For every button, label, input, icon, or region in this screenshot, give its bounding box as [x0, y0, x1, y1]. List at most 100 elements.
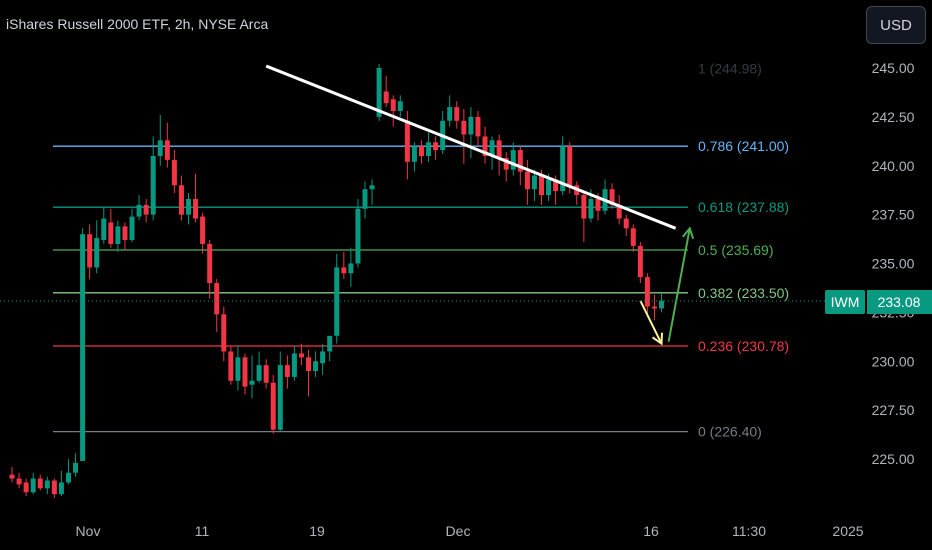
- trendline: [265, 64, 677, 230]
- candle: [510, 142, 516, 176]
- price-tick-label: 225.00: [872, 451, 915, 467]
- candle: [80, 228, 86, 461]
- candle-body: [404, 120, 410, 162]
- candle: [468, 107, 474, 158]
- candle: [221, 306, 227, 362]
- candle-body: [263, 365, 269, 383]
- candle-body: [553, 179, 559, 192]
- candle-body: [411, 146, 417, 162]
- candle-body: [454, 107, 460, 121]
- price-tick-label: 240.00: [872, 158, 915, 174]
- currency-button[interactable]: USD: [866, 6, 926, 44]
- fib-level-label: 0.236 (230.78): [698, 338, 789, 354]
- candle: [320, 343, 326, 375]
- candle-body: [524, 171, 530, 190]
- time-axis[interactable]: Nov 11 19 Dec 16 11:30 2025: [76, 523, 864, 539]
- drawings[interactable]: [265, 64, 695, 346]
- candle: [9, 466, 15, 483]
- price-tick-label: 245.00: [872, 60, 915, 76]
- candle-body: [334, 267, 340, 336]
- time-tick-label: 11:30: [732, 523, 766, 539]
- candle-body: [397, 101, 403, 112]
- candle: [623, 214, 629, 237]
- fib-level-label: 0.618 (237.88): [698, 199, 789, 215]
- candle-body: [94, 238, 100, 268]
- candle-body: [178, 185, 184, 215]
- candle-body: [539, 175, 544, 196]
- time-tick-label: Nov: [76, 523, 101, 539]
- candle-body: [228, 351, 234, 381]
- candle-body: [115, 226, 121, 244]
- candle: [228, 345, 234, 385]
- candle-body: [37, 478, 43, 489]
- time-tick-label: 11: [195, 523, 210, 539]
- candle: [355, 198, 361, 268]
- candle-body: [531, 175, 537, 190]
- candle-body: [122, 226, 128, 241]
- candle: [426, 132, 432, 162]
- candle-body: [510, 150, 516, 170]
- candle: [122, 222, 128, 250]
- candle-body: [150, 155, 156, 215]
- time-tick-label: 16: [643, 523, 659, 539]
- candle: [115, 220, 121, 252]
- price-axis[interactable]: 225.00227.50230.00232.50235.00237.50240.…: [872, 60, 915, 467]
- candle: [531, 169, 537, 201]
- candle: [341, 251, 347, 280]
- candle-body: [277, 365, 283, 430]
- candle: [637, 241, 643, 284]
- candle: [193, 173, 199, 223]
- candle-body: [58, 482, 64, 495]
- projection-arrowhead: [651, 332, 663, 346]
- candle-body: [581, 195, 587, 219]
- candle: [630, 224, 636, 252]
- candle-body: [164, 140, 170, 160]
- candle: [644, 273, 650, 317]
- candle: [475, 111, 481, 147]
- candle-body: [376, 68, 382, 117]
- candle-body: [101, 218, 107, 241]
- candle: [503, 152, 509, 182]
- candle-body: [644, 277, 650, 307]
- candle-body: [433, 142, 439, 151]
- candle: [249, 355, 255, 399]
- candle-body: [207, 243, 213, 284]
- candle-body: [546, 179, 552, 196]
- candle: [362, 181, 368, 219]
- candle: [397, 95, 403, 117]
- candle-body: [157, 140, 163, 156]
- candle: [242, 353, 248, 395]
- candle-body: [327, 335, 333, 352]
- price-tag-symbol-box: [825, 290, 865, 314]
- candle-body: [73, 462, 79, 473]
- candle: [369, 179, 375, 205]
- candle-body: [623, 218, 629, 229]
- candle: [524, 159, 530, 205]
- fib-level-label: 0.786 (241.00): [698, 138, 789, 154]
- candle-body: [200, 216, 206, 244]
- candle: [454, 101, 460, 129]
- candlestick-series: [9, 64, 665, 499]
- candle-body: [447, 107, 453, 121]
- candle-body: [320, 351, 326, 364]
- candle: [171, 150, 177, 194]
- candle-body: [306, 357, 312, 372]
- candle-body: [87, 234, 93, 268]
- candle-body: [284, 365, 290, 377]
- candle: [461, 109, 467, 164]
- candle: [16, 472, 22, 489]
- candle: [58, 470, 64, 497]
- candle-body: [186, 198, 191, 215]
- candle: [291, 345, 297, 381]
- candle: [616, 195, 622, 225]
- candle: [659, 292, 665, 313]
- candle: [390, 95, 396, 127]
- fib-level-label: 0.382 (233.50): [698, 285, 789, 301]
- candle: [73, 453, 79, 477]
- projection-arrow: [639, 300, 663, 345]
- candle: [298, 343, 304, 366]
- candle-body: [595, 198, 601, 211]
- fibonacci-retracement[interactable]: 1 (244.98) 0.786 (241.00) 0.618 (237.88) 0.…: [53, 60, 789, 440]
- candle-body: [23, 482, 29, 493]
